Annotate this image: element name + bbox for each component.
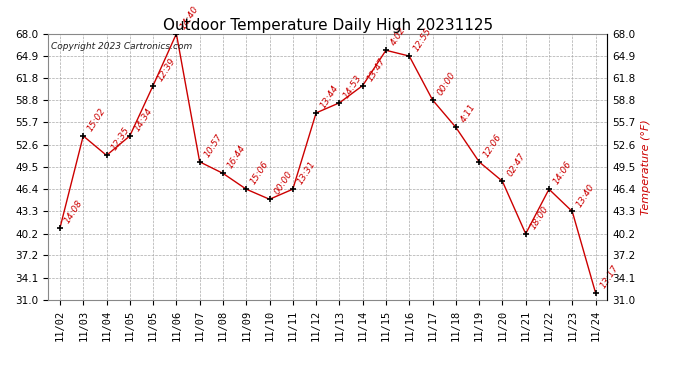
Text: 13:47: 13:47 — [366, 56, 387, 83]
Text: 14:53: 14:53 — [342, 74, 364, 100]
Text: 18:00: 18:00 — [529, 204, 550, 231]
Text: 00:00: 00:00 — [435, 70, 457, 97]
Text: 02:47: 02:47 — [505, 152, 527, 178]
Text: 10:57: 10:57 — [202, 132, 224, 159]
Text: 14:08: 14:08 — [63, 198, 84, 225]
Text: 13:31: 13:31 — [295, 160, 317, 186]
Text: 14:34: 14:34 — [132, 106, 155, 133]
Title: Outdoor Temperature Daily High 20231125: Outdoor Temperature Daily High 20231125 — [163, 18, 493, 33]
Text: Copyright 2023 Cartronics.com: Copyright 2023 Cartronics.com — [51, 42, 193, 51]
Y-axis label: Temperature (°F): Temperature (°F) — [641, 119, 651, 215]
Text: 13:40: 13:40 — [575, 182, 597, 209]
Text: 12:35: 12:35 — [109, 126, 131, 153]
Text: 4:02: 4:02 — [388, 26, 407, 48]
Text: 13:44: 13:44 — [319, 83, 341, 110]
Text: 14:06: 14:06 — [552, 160, 573, 186]
Text: 16:44: 16:44 — [226, 144, 248, 171]
Text: 4:11: 4:11 — [459, 103, 477, 125]
Text: 14:40: 14:40 — [179, 4, 201, 31]
Text: 15:06: 15:06 — [249, 160, 270, 186]
Text: 12:39: 12:39 — [156, 56, 177, 83]
Text: 13:17: 13:17 — [598, 263, 620, 290]
Text: 12:55: 12:55 — [412, 27, 434, 53]
Text: 00:00: 00:00 — [273, 170, 294, 196]
Text: 12:06: 12:06 — [482, 132, 504, 159]
Text: 15:02: 15:02 — [86, 106, 108, 133]
